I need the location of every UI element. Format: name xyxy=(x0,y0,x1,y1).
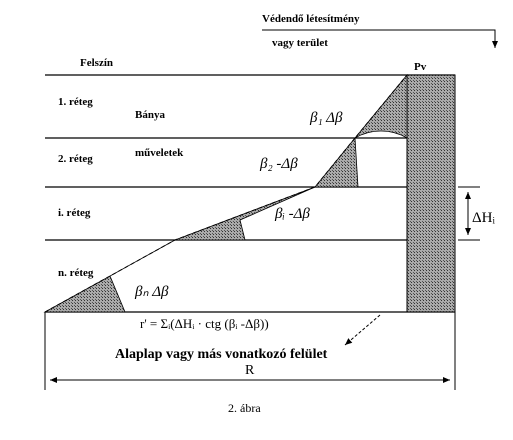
label: műveletek xyxy=(135,147,184,159)
layer-label: 2. réteg xyxy=(58,153,93,165)
layer-label: n. réteg xyxy=(58,267,94,279)
base-label: Alaplap vagy más vonatkozó felület xyxy=(115,347,328,362)
dimensions xyxy=(44,29,498,390)
angle: β₁ Δβ xyxy=(309,110,343,126)
title: vagy terület xyxy=(272,37,328,49)
delta-h: ΔHᵢ xyxy=(472,210,495,226)
break-line xyxy=(44,74,408,313)
formula: r' = Σᵢ(ΔHᵢ · ctg (βᵢ -Δβ)) xyxy=(140,316,269,331)
layer-label: 1. réteg xyxy=(58,96,93,108)
distance: R xyxy=(245,363,255,378)
wedges xyxy=(43,73,408,313)
label: Bánya xyxy=(135,109,165,121)
title: Védendő létesítmény xyxy=(262,13,360,25)
caption: 2. ábra xyxy=(228,401,261,415)
label: Pv xyxy=(414,61,427,73)
layer-label: i. réteg xyxy=(58,207,91,219)
label: Felszín xyxy=(80,57,113,69)
protected-pillar xyxy=(406,74,456,313)
angle: βᵢ -Δβ xyxy=(274,206,310,222)
angle: βₙ Δβ xyxy=(134,284,169,300)
angle: β₂ -Δβ xyxy=(259,156,298,172)
